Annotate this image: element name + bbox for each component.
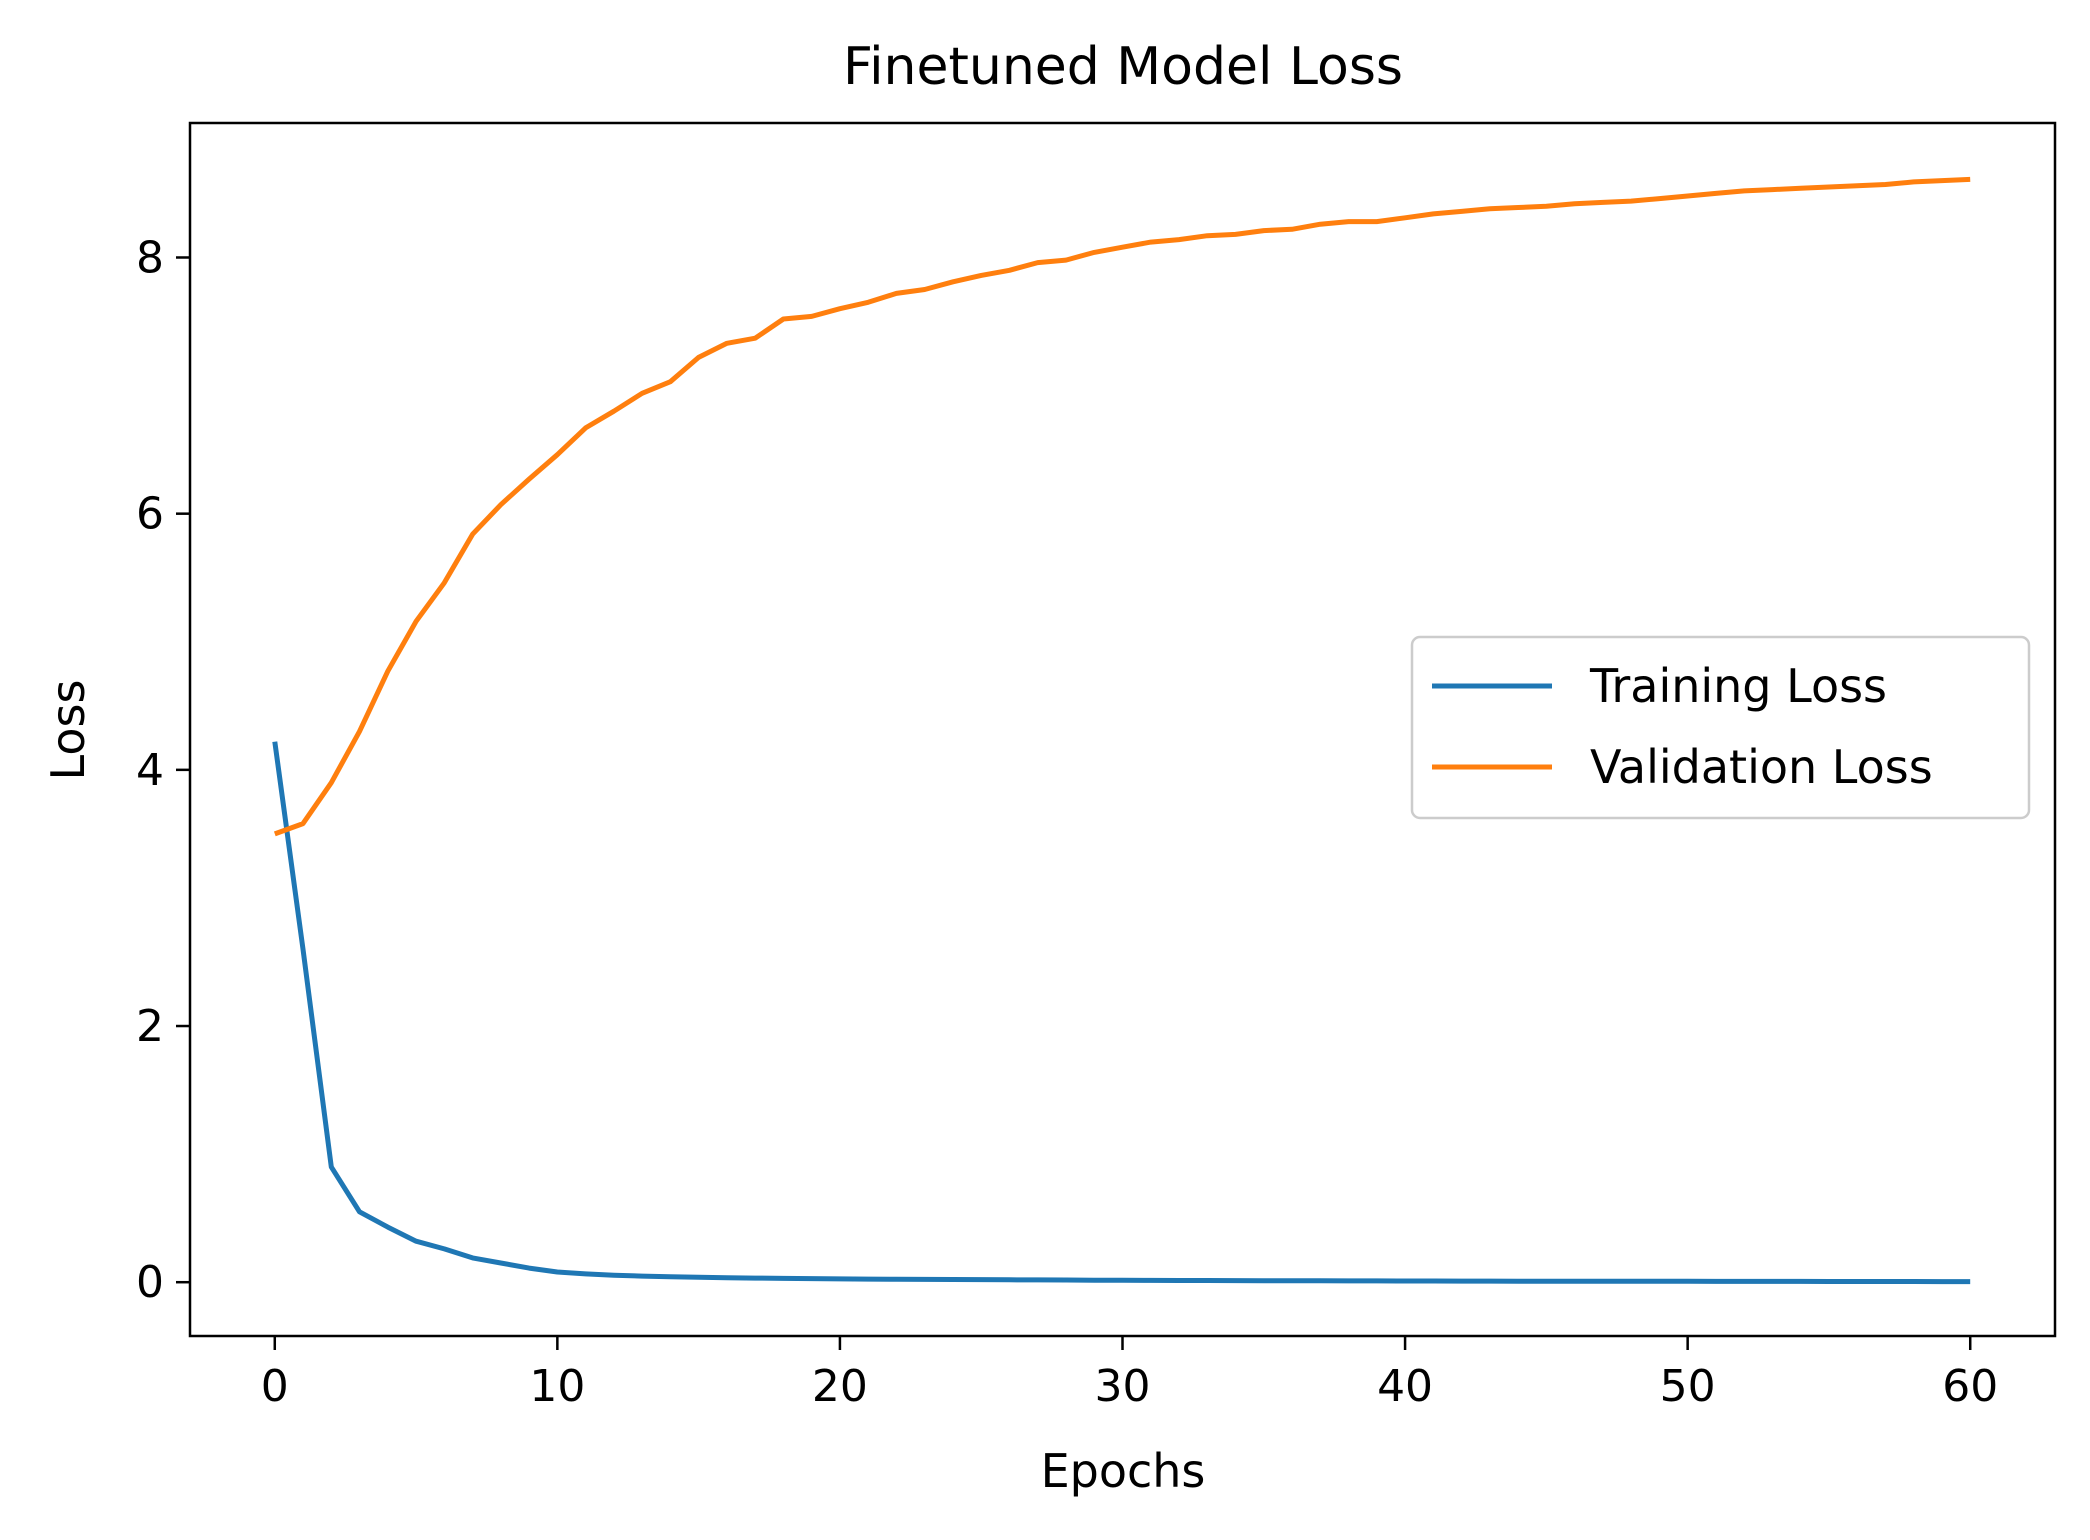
x-tick-label: 20 xyxy=(812,1361,868,1412)
y-axis-label: Loss xyxy=(41,680,95,781)
series-lines xyxy=(272,176,1971,1285)
legend-label-training-loss: Training Loss xyxy=(1589,659,1887,713)
legend-label-validation-loss: Validation Loss xyxy=(1590,740,1933,794)
y-tick-label: 6 xyxy=(136,489,164,540)
series-line-training-loss xyxy=(272,741,1971,1285)
x-tick-label: 10 xyxy=(529,1361,585,1412)
x-tick-label: 60 xyxy=(1942,1361,1998,1412)
x-axis-label: Epochs xyxy=(1041,1444,1206,1498)
legend-box xyxy=(1410,635,2031,820)
y-axis-ticks: 0 2 4 6 8 xyxy=(136,232,190,1308)
x-tick-label: 50 xyxy=(1660,1361,1716,1412)
x-axis-ticks: 0 10 20 30 40 50 60 xyxy=(261,1336,1998,1412)
chart-title: Finetuned Model Loss xyxy=(843,37,1403,97)
y-tick-label: 0 xyxy=(136,1257,164,1308)
series-line-validation-loss xyxy=(273,176,1971,837)
y-tick-label: 8 xyxy=(136,232,164,283)
x-tick-label: 40 xyxy=(1377,1361,1433,1412)
legend: Training Loss Validation Loss xyxy=(1410,635,2031,820)
y-tick-label: 2 xyxy=(136,1001,164,1052)
x-tick-label: 30 xyxy=(1095,1361,1151,1412)
y-tick-label: 4 xyxy=(136,745,164,796)
x-tick-label: 0 xyxy=(261,1361,289,1412)
